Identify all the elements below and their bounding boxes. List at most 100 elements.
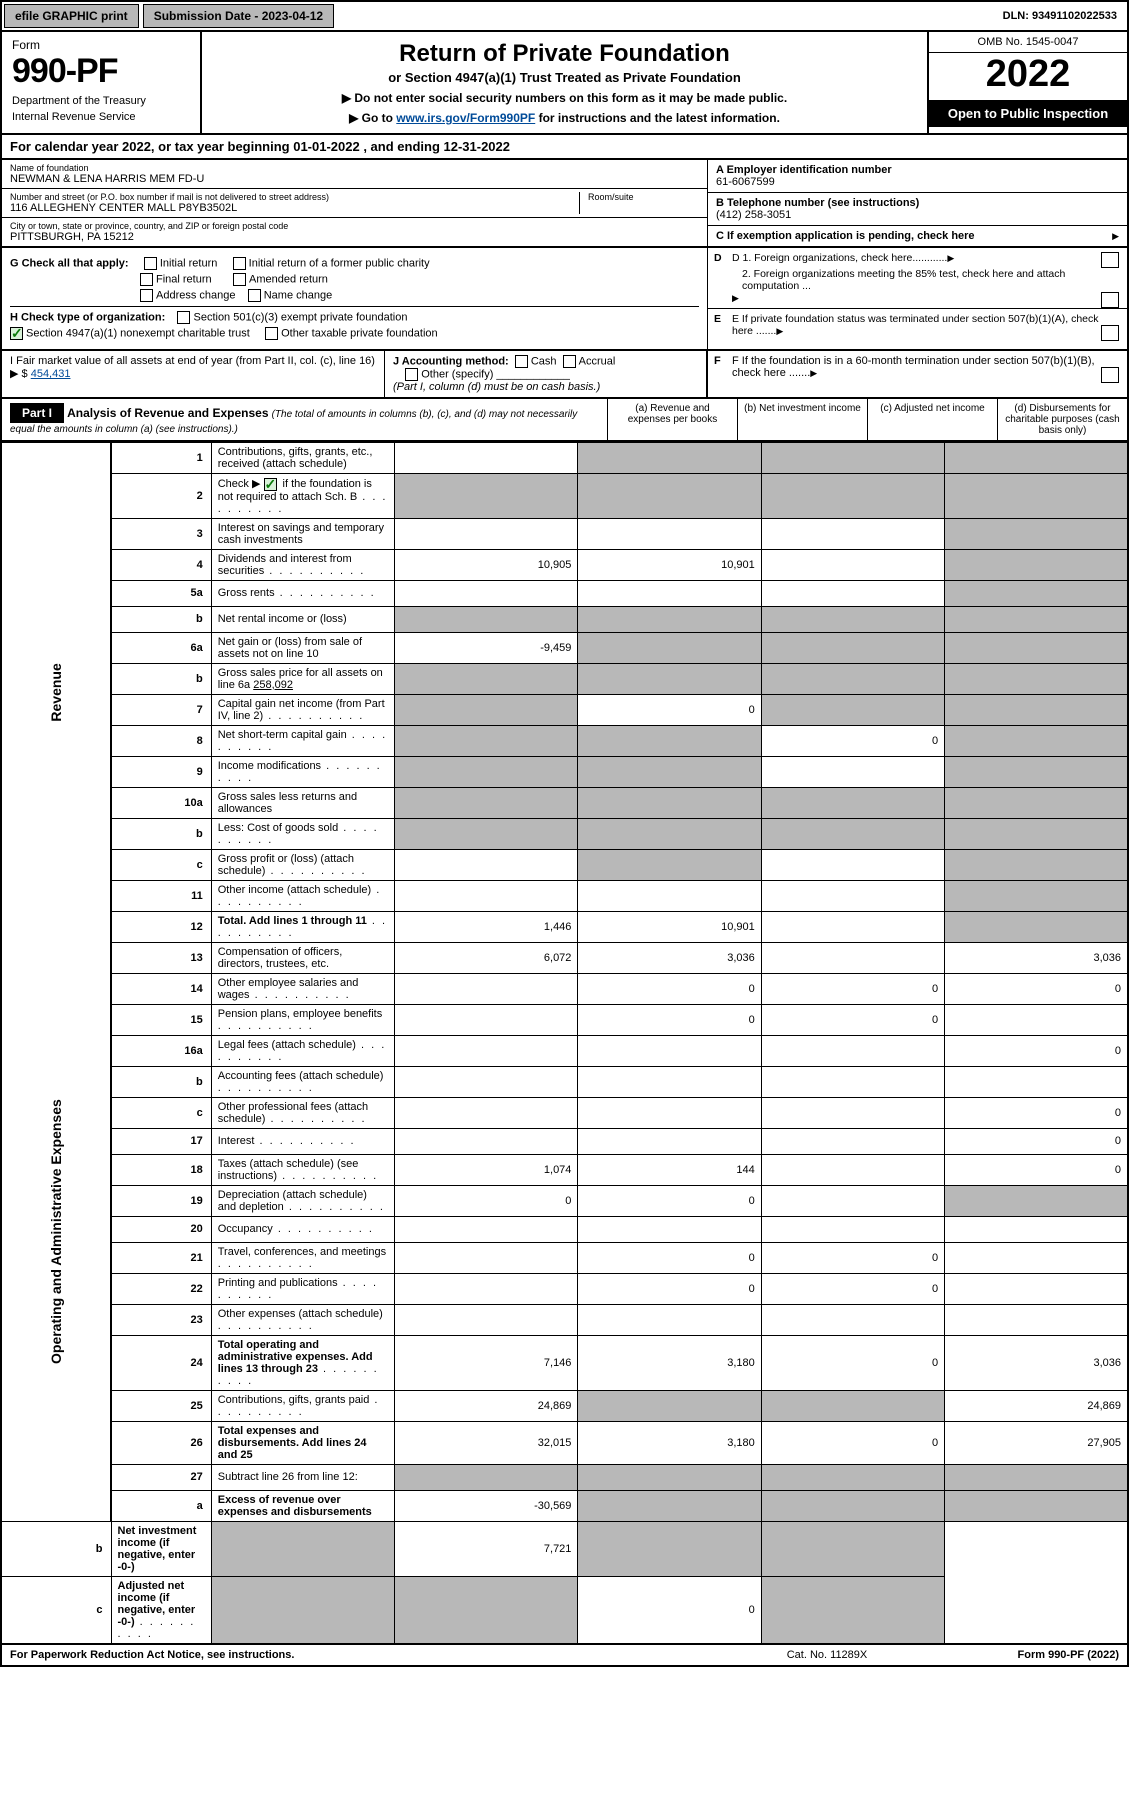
row-11: Other income (attach schedule) <box>211 880 394 911</box>
part1-title: Analysis of Revenue and Expenses <box>67 406 268 420</box>
d1-checkbox[interactable] <box>1101 252 1119 268</box>
section-i-j-f: I Fair market value of all assets at end… <box>0 351 1129 399</box>
final-return-checkbox[interactable] <box>140 273 153 286</box>
cat-number: Cat. No. 11289X <box>727 1645 927 1665</box>
row-22: Printing and publications <box>211 1273 394 1304</box>
col-a-header: (a) Revenue and expenses per books <box>607 399 737 440</box>
submission-date-button[interactable]: Submission Date - 2023-04-12 <box>143 4 334 28</box>
ssn-warning: ▶ Do not enter social security numbers o… <box>214 91 915 105</box>
row-10c: Gross profit or (loss) (attach schedule) <box>211 849 394 880</box>
other-taxable-checkbox[interactable] <box>265 327 278 340</box>
col-c-header: (c) Adjusted net income <box>867 399 997 440</box>
row-6b: Gross sales price for all assets on line… <box>211 663 394 694</box>
initial-former-checkbox[interactable] <box>233 257 246 270</box>
part1-label: Part I <box>10 403 64 423</box>
phone-label: B Telephone number (see instructions) <box>716 197 1119 209</box>
fmv-value[interactable]: 454,431 <box>31 368 71 380</box>
row-26: Total expenses and disbursements. Add li… <box>211 1421 394 1464</box>
page-footer: For Paperwork Reduction Act Notice, see … <box>0 1645 1129 1667</box>
irs-label: Internal Revenue Service <box>12 111 190 123</box>
form-number: 990-PF <box>12 52 190 91</box>
row-18: Taxes (attach schedule) (see instruction… <box>211 1154 394 1185</box>
row-3: Interest on savings and temporary cash i… <box>211 518 394 549</box>
form-header: Form 990-PF Department of the Treasury I… <box>0 32 1129 135</box>
goto-note: ▶ Go to www.irs.gov/Form990PF for instru… <box>214 111 915 125</box>
row-9: Income modifications <box>211 756 394 787</box>
header-left: Form 990-PF Department of the Treasury I… <box>2 32 202 133</box>
address-label: Number and street (or P.O. box number if… <box>10 192 579 202</box>
paperwork-notice: For Paperwork Reduction Act Notice, see … <box>2 1645 727 1665</box>
row-16a: Legal fees (attach schedule) <box>211 1035 394 1066</box>
row-12: Total. Add lines 1 through 11 <box>211 911 394 942</box>
501c3-checkbox[interactable] <box>177 311 190 324</box>
form-word: Form <box>12 38 190 52</box>
omb-number: OMB No. 1545-0047 <box>929 32 1127 53</box>
d2-label: 2. Foreign organizations meeting the 85%… <box>732 268 1119 292</box>
j-note: (Part I, column (d) must be on cash basi… <box>393 381 600 393</box>
revenue-side-label: Revenue <box>1 443 111 943</box>
dln-label: DLN: 93491102022533 <box>993 6 1127 26</box>
public-inspection-badge: Open to Public Inspection <box>929 100 1127 127</box>
row-5b: Net rental income or (loss) <box>211 606 394 632</box>
city-label: City or town, state or province, country… <box>10 221 699 231</box>
row-17: Interest <box>211 1128 394 1154</box>
e-label: E If private foundation status was termi… <box>732 313 1099 337</box>
address-value: 116 ALLEGHENY CENTER MALL P8YB3502L <box>10 202 579 214</box>
row-16c: Other professional fees (attach schedule… <box>211 1097 394 1128</box>
row-20: Occupancy <box>211 1216 394 1242</box>
header-center: Return of Private Foundation or Section … <box>202 32 927 133</box>
row-23: Other expenses (attach schedule) <box>211 1304 394 1335</box>
row-27a: Excess of revenue over expenses and disb… <box>211 1490 394 1521</box>
schb-checkbox[interactable] <box>264 478 277 491</box>
expenses-side-label: Operating and Administrative Expenses <box>1 942 111 1521</box>
row-27b: Net investment income (if negative, ente… <box>111 1521 211 1576</box>
foundation-name-label: Name of foundation <box>10 163 699 173</box>
row-7: Capital gain net income (from Part IV, l… <box>211 694 394 725</box>
row-13: Compensation of officers, directors, tru… <box>211 942 394 973</box>
name-change-checkbox[interactable] <box>248 289 261 302</box>
f-checkbox[interactable] <box>1101 367 1119 383</box>
row-8: Net short-term capital gain <box>211 725 394 756</box>
initial-return-checkbox[interactable] <box>144 257 157 270</box>
irs-link[interactable]: www.irs.gov/Form990PF <box>396 111 535 125</box>
row-24: Total operating and administrative expen… <box>211 1335 394 1390</box>
tax-year: 2022 <box>929 53 1127 100</box>
cash-checkbox[interactable] <box>515 355 528 368</box>
row-4: Dividends and interest from securities <box>211 549 394 580</box>
row-10b: Less: Cost of goods sold <box>211 818 394 849</box>
row-27c: Adjusted net income (if negative, enter … <box>111 1576 211 1644</box>
row-21: Travel, conferences, and meetings <box>211 1242 394 1273</box>
section-g-d: G Check all that apply: Initial return I… <box>0 248 1129 351</box>
calendar-year-line: For calendar year 2022, or tax year begi… <box>0 135 1129 160</box>
ein-value: 61-6067599 <box>716 176 1119 188</box>
row-5a: Gross rents <box>211 580 394 606</box>
row-27: Subtract line 26 from line 12: <box>211 1464 394 1490</box>
col-d-header: (d) Disbursements for charitable purpose… <box>997 399 1127 440</box>
city-value: PITTSBURGH, PA 15212 <box>10 231 699 243</box>
j-label: J Accounting method: <box>393 355 509 367</box>
other-method-checkbox[interactable] <box>405 368 418 381</box>
form-ref: Form 990-PF (2022) <box>927 1645 1127 1665</box>
amended-return-checkbox[interactable] <box>233 273 246 286</box>
row-25: Contributions, gifts, grants paid <box>211 1390 394 1421</box>
col-b-header: (b) Net investment income <box>737 399 867 440</box>
row-14: Other employee salaries and wages <box>211 973 394 1004</box>
i-label: I Fair market value of all assets at end… <box>10 355 375 367</box>
accrual-checkbox[interactable] <box>563 355 576 368</box>
d1-label: D 1. Foreign organizations, check here..… <box>732 252 947 264</box>
form-subtitle: or Section 4947(a)(1) Trust Treated as P… <box>214 70 915 85</box>
4947-checkbox[interactable] <box>10 327 23 340</box>
part1-header: Part I Analysis of Revenue and Expenses … <box>0 399 1129 442</box>
address-change-checkbox[interactable] <box>140 289 153 302</box>
row-6a: Net gain or (loss) from sale of assets n… <box>211 632 394 663</box>
efile-print-button[interactable]: efile GRAPHIC print <box>4 4 139 28</box>
row-1: Contributions, gifts, grants, etc., rece… <box>211 443 394 474</box>
h-label: H Check type of organization: <box>10 311 165 323</box>
e-checkbox[interactable] <box>1101 325 1119 341</box>
dept-label: Department of the Treasury <box>12 95 190 107</box>
top-bar: efile GRAPHIC print Submission Date - 20… <box>0 0 1129 32</box>
part1-table: Revenue 1Contributions, gifts, grants, e… <box>0 442 1129 1645</box>
row-15: Pension plans, employee benefits <box>211 1004 394 1035</box>
identification-block: Name of foundation NEWMAN & LENA HARRIS … <box>0 160 1129 248</box>
d2-checkbox[interactable] <box>1101 292 1119 308</box>
